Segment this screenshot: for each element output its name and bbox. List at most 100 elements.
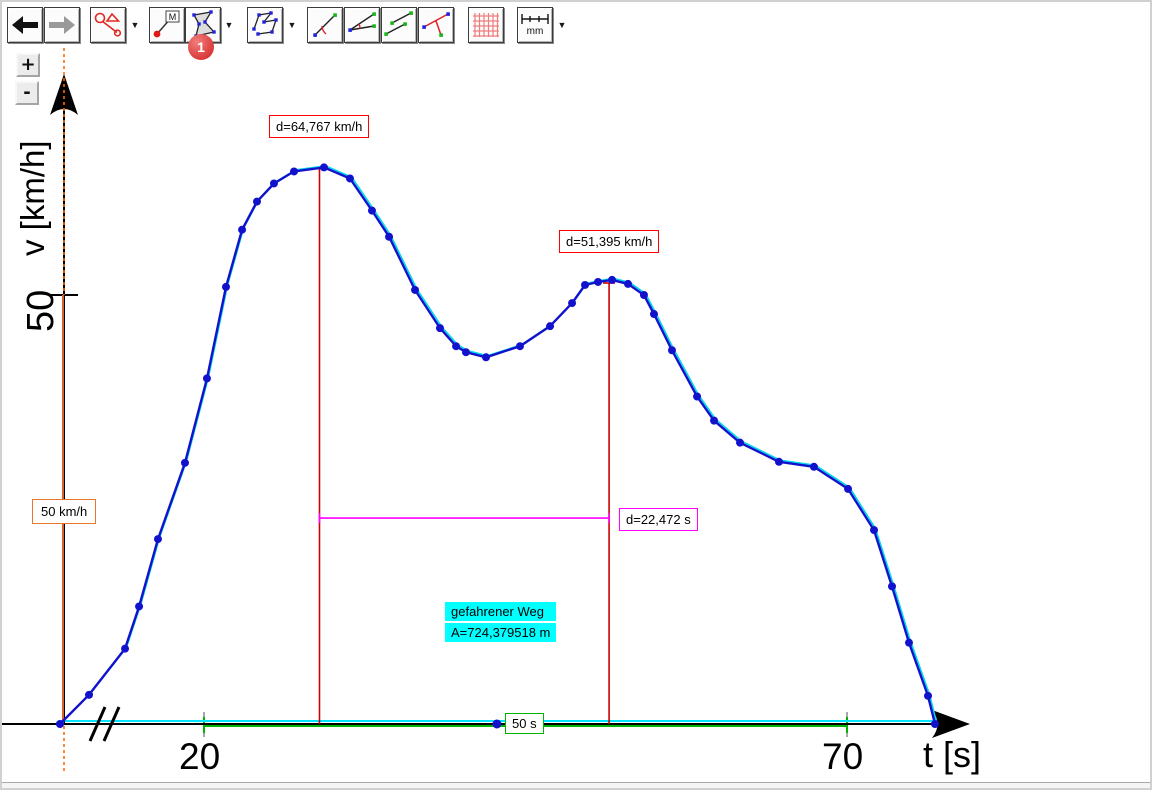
curve-point bbox=[221, 282, 230, 291]
polygon-area-button[interactable] bbox=[185, 7, 221, 43]
baseline-vertex-point bbox=[492, 719, 502, 729]
curve-point bbox=[924, 691, 933, 700]
shapes-measure-icon bbox=[94, 12, 122, 37]
ruler-mm-icon: mm bbox=[521, 14, 549, 37]
curve-point bbox=[649, 310, 658, 319]
ruler-dropdown-button[interactable]: ▼ bbox=[554, 7, 570, 43]
curve-point bbox=[367, 206, 376, 215]
curve-point bbox=[202, 374, 211, 383]
marker-m-icon: M bbox=[153, 10, 180, 38]
forward-button[interactable] bbox=[44, 7, 80, 43]
curve-point bbox=[482, 353, 491, 362]
angle-single-button[interactable] bbox=[307, 7, 343, 43]
perpendicular-distance-button[interactable] bbox=[418, 7, 454, 43]
curve-point bbox=[774, 457, 783, 466]
area-measurement-label[interactable]: gefahrener Weg A=724,379518 m bbox=[445, 602, 557, 644]
x-axis-label: t [s] bbox=[923, 734, 982, 775]
curve-point bbox=[904, 638, 913, 647]
measurement-label-duration[interactable]: d=22,472 s bbox=[619, 508, 698, 531]
curve-point bbox=[55, 720, 64, 728]
y-axis-tick-label-50: 50 bbox=[20, 289, 62, 332]
curve-point bbox=[594, 277, 603, 286]
curve-point bbox=[710, 416, 719, 425]
curve-point bbox=[452, 342, 461, 351]
shapes-measure-button[interactable] bbox=[90, 7, 126, 43]
velocity-curve bbox=[59, 166, 937, 725]
curve-point bbox=[693, 392, 702, 401]
back-arrow-icon bbox=[12, 16, 38, 34]
chevron-down-icon: ▼ bbox=[224, 20, 234, 30]
curve-point bbox=[639, 291, 648, 299]
curve-point bbox=[345, 174, 354, 183]
curve-point bbox=[153, 535, 162, 544]
curve-point bbox=[888, 582, 897, 591]
perpendicular-distance-icon bbox=[422, 12, 450, 37]
parallel-lines-icon bbox=[384, 11, 413, 36]
curve-point bbox=[238, 225, 247, 234]
curve-point bbox=[546, 322, 555, 331]
polyline-button[interactable] bbox=[247, 7, 283, 43]
curve-point bbox=[461, 348, 470, 357]
curve-point bbox=[135, 602, 144, 611]
svg-text:M: M bbox=[169, 12, 177, 22]
scale-label-velocity[interactable]: 50 km/h bbox=[32, 499, 97, 524]
curve-point bbox=[385, 232, 394, 241]
curve-point bbox=[870, 526, 879, 535]
measurement-label-peak1[interactable]: d=64,767 km/h bbox=[269, 115, 370, 138]
y-axis-label: v [km/h] bbox=[14, 140, 51, 256]
curve-point bbox=[435, 324, 444, 333]
curve-point bbox=[581, 280, 590, 289]
curve-point bbox=[121, 644, 130, 653]
chevron-down-icon: ▼ bbox=[287, 20, 297, 30]
curve-point bbox=[844, 484, 853, 493]
curve-point bbox=[608, 275, 617, 284]
chevron-down-icon: ▼ bbox=[557, 20, 567, 30]
x-axis-tick-label-20: 20 bbox=[179, 736, 221, 777]
ruler-mm-button[interactable]: mm bbox=[517, 7, 553, 43]
zoom-in-button[interactable]: + bbox=[16, 53, 40, 77]
back-button[interactable] bbox=[7, 7, 43, 43]
curve-point bbox=[736, 438, 745, 447]
x-axis-arrow bbox=[932, 710, 970, 738]
curve-point bbox=[411, 285, 420, 294]
curve-point bbox=[269, 179, 278, 188]
window-bottom-edge bbox=[2, 782, 1150, 788]
curve-point bbox=[667, 346, 676, 355]
polyline-dropdown-button[interactable]: ▼ bbox=[284, 7, 300, 43]
curve-point bbox=[515, 342, 524, 351]
area-value: A=724,379518 m bbox=[445, 623, 557, 642]
shapes-dropdown-button[interactable]: ▼ bbox=[127, 7, 143, 43]
curve-point bbox=[85, 690, 94, 699]
measurement-label-peak2[interactable]: d=51,395 km/h bbox=[559, 230, 660, 253]
area-title: gefahrener Weg bbox=[445, 602, 557, 621]
curve-point bbox=[290, 167, 299, 176]
forward-arrow-icon bbox=[49, 16, 75, 34]
y-axis-arrow bbox=[50, 74, 78, 115]
tool-count-badge: 1 bbox=[188, 34, 214, 60]
curve-point bbox=[319, 163, 328, 172]
curve-point bbox=[930, 720, 939, 728]
axis-break-mark bbox=[88, 706, 107, 742]
grid-icon bbox=[473, 13, 499, 37]
polygon-dropdown-button[interactable]: ▼ bbox=[221, 7, 237, 43]
angle-between-icon bbox=[348, 12, 376, 32]
polyline-icon bbox=[252, 11, 278, 36]
curve-point bbox=[809, 462, 818, 471]
marker-m-button[interactable]: M bbox=[149, 7, 185, 43]
angle-single-icon bbox=[313, 13, 337, 37]
grid-button[interactable] bbox=[468, 7, 504, 43]
curve-point bbox=[180, 458, 189, 467]
axis-break-mark bbox=[102, 706, 121, 742]
zoom-out-button[interactable]: - bbox=[15, 81, 39, 105]
parallel-lines-button[interactable] bbox=[381, 7, 417, 43]
chevron-down-icon: ▼ bbox=[130, 20, 140, 30]
scale-label-time[interactable]: 50 s bbox=[505, 713, 544, 734]
curve-point bbox=[623, 279, 632, 288]
curve-point bbox=[568, 299, 577, 308]
toolbar: ▼ M ▼ bbox=[2, 2, 1150, 60]
curve-point bbox=[252, 197, 261, 206]
x-axis-tick-label-70: 70 bbox=[822, 736, 864, 777]
angle-between-button[interactable] bbox=[344, 7, 380, 43]
